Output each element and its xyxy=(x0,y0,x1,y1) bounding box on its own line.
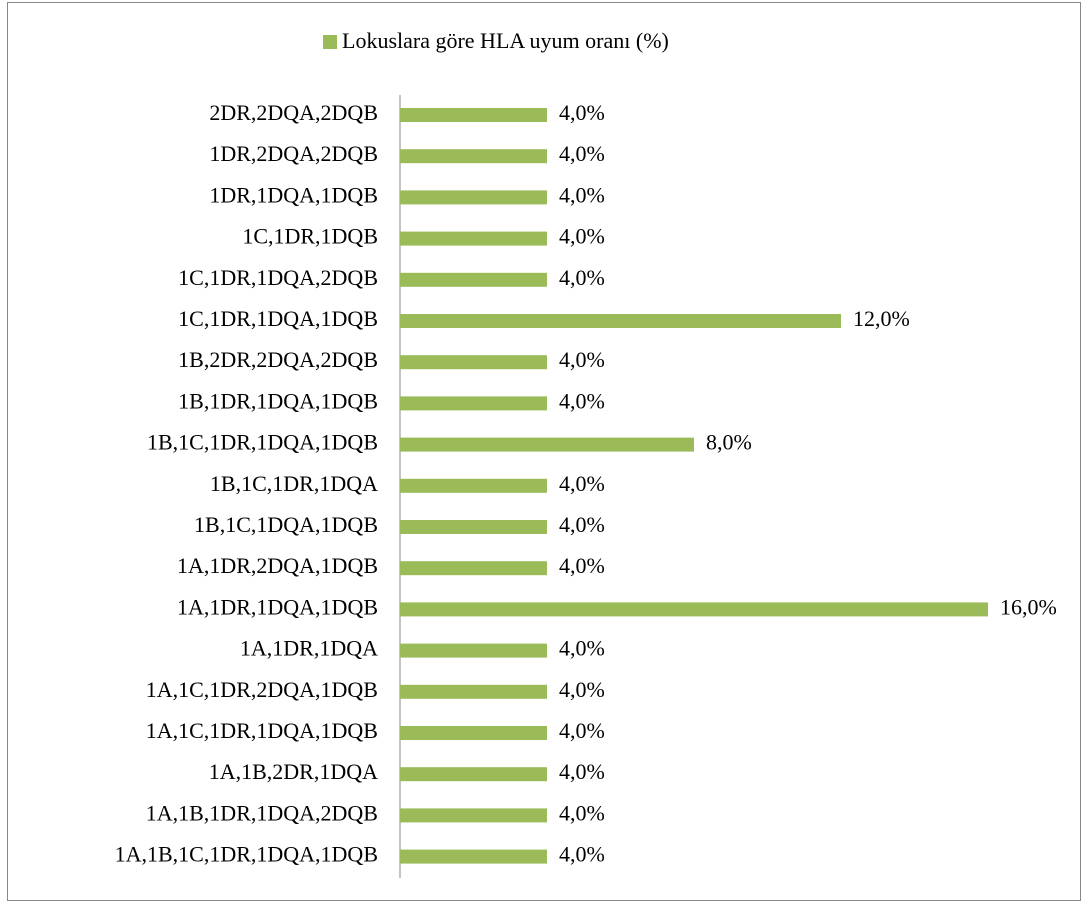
value-label: 4,0% xyxy=(559,471,605,496)
value-label: 8,0% xyxy=(706,430,752,455)
y-tick-label: 1B,1C,1DR,1DQA xyxy=(210,471,378,496)
legend-label: Lokuslara göre HLA uyum oranı (%) xyxy=(342,28,669,53)
value-label: 4,0% xyxy=(559,800,605,825)
value-label: 4,0% xyxy=(559,636,605,661)
value-label: 4,0% xyxy=(559,100,605,125)
value-label: 4,0% xyxy=(559,224,605,249)
legend-swatch xyxy=(323,35,337,49)
y-tick-label: 1A,1DR,1DQA xyxy=(240,636,378,661)
bar xyxy=(400,314,841,328)
bar xyxy=(400,643,547,658)
value-label: 4,0% xyxy=(559,182,605,207)
value-label: 4,0% xyxy=(559,141,605,166)
bar xyxy=(400,684,547,699)
y-tick-label: 1B,1C,1DR,1DQA,1DQB xyxy=(147,430,378,455)
y-tick-label: 2DR,2DQA,2DQB xyxy=(209,100,378,125)
y-tick-label: 1DR,1DQA,1DQB xyxy=(209,182,378,207)
y-tick-label: 1B,1DR,1DQA,1DQB xyxy=(178,388,378,413)
bar xyxy=(400,231,547,246)
bar xyxy=(400,849,547,864)
y-tick-label: 1B,2DR,2DQA,2DQB xyxy=(178,347,378,372)
bar xyxy=(400,108,547,122)
value-label: 4,0% xyxy=(559,718,605,743)
y-tick-label: 1B,1C,1DQA,1DQB xyxy=(194,512,378,537)
y-tick-label: 1A,1B,1C,1DR,1DQA,1DQB xyxy=(115,842,378,867)
y-tick-label: 1A,1C,1DR,2DQA,1DQB xyxy=(146,677,378,702)
bar xyxy=(400,478,547,493)
bar xyxy=(400,808,547,823)
bar xyxy=(400,520,547,534)
y-tick-label: 1A,1DR,2DQA,1DQB xyxy=(177,553,378,578)
y-tick-label: 1A,1DR,1DQA,1DQB xyxy=(177,594,378,619)
y-tick-label: 1A,1B,2DR,1DQA xyxy=(209,759,378,784)
value-label: 4,0% xyxy=(559,388,605,413)
value-label: 4,0% xyxy=(559,553,605,578)
value-label: 4,0% xyxy=(559,759,605,784)
value-label: 4,0% xyxy=(559,512,605,537)
bar xyxy=(400,726,547,740)
value-label: 4,0% xyxy=(559,347,605,372)
value-label: 4,0% xyxy=(559,677,605,702)
y-tick-label: 1C,1DR,1DQB xyxy=(242,224,378,249)
bar xyxy=(400,355,547,370)
bar xyxy=(400,767,547,782)
y-tick-label: 1C,1DR,1DQA,1DQB xyxy=(178,306,378,331)
value-label: 12,0% xyxy=(853,306,910,331)
y-tick-label: 1A,1C,1DR,1DQA,1DQB xyxy=(146,718,378,743)
y-tick-label: 1C,1DR,1DQA,2DQB xyxy=(178,265,378,290)
value-label: 4,0% xyxy=(559,842,605,867)
bar xyxy=(400,190,547,205)
bar xyxy=(400,561,547,576)
bar xyxy=(400,396,547,411)
bar xyxy=(400,149,547,164)
value-label: 16,0% xyxy=(1000,594,1057,619)
bar xyxy=(400,437,694,452)
bar xyxy=(400,602,988,617)
value-label: 4,0% xyxy=(559,265,605,290)
y-tick-label: 1DR,2DQA,2DQB xyxy=(209,141,378,166)
y-tick-label: 1A,1B,1DR,1DQA,2DQB xyxy=(146,800,378,825)
bar xyxy=(400,272,547,287)
